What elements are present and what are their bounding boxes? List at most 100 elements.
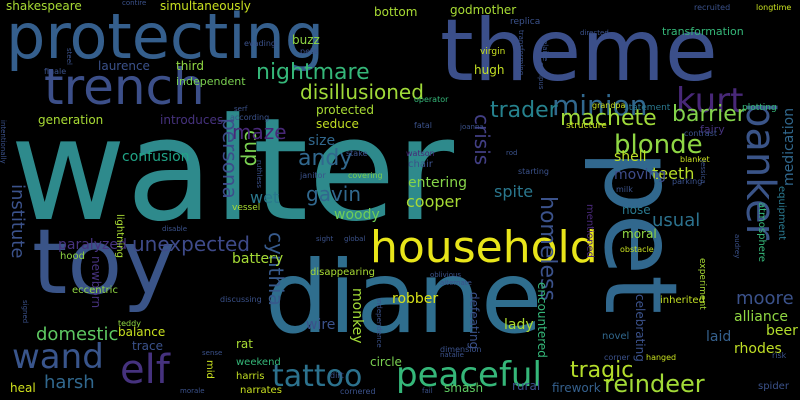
word-cornered: cornered [340,387,376,396]
word-atmosphere: atmosphere [756,202,767,262]
word-jessica: jessica [699,160,707,184]
word-walter: walter [10,88,455,253]
word-pete: pete [300,47,319,56]
word-alternate: alternate [440,279,472,287]
word-firework: firework [552,381,601,395]
word-mid: mid [204,360,215,379]
word-transformation: transformation [662,25,744,38]
word-rural: rural [512,379,541,393]
word-woody: woody [334,207,380,223]
word-institute: institute [7,184,28,259]
word-according: according [230,113,270,122]
word-ruthless: ruthless [255,160,263,189]
word-machete: machete [560,106,657,131]
word-fatal: fatal [414,121,432,130]
word-hanged: hanged [646,353,677,362]
word-transforming: transforming [517,30,525,76]
word-hood: hood [60,251,85,262]
word-equipment: equipment [776,186,787,241]
word-corner: corner [604,353,630,362]
word-defeating: defeating [467,292,481,350]
word-nose: nose [622,203,651,217]
word-lightning: lightning [114,214,125,258]
word-blanket: blanket [680,155,710,164]
word-heal: heal [10,381,36,395]
word-medication: medication [781,107,797,186]
word-watson: watson [406,149,435,158]
word-elf: elf [120,347,170,393]
word-lady: lady [504,317,534,333]
word-kurt: kurt [676,81,744,121]
word-structure: structure [566,121,607,131]
word-sense: sense [202,349,223,357]
word-seduce: seduce [316,117,359,131]
word-wet: wet [250,188,280,207]
word-elaine: elaine [541,40,549,62]
word-paralyzed: paralyzed [58,237,127,253]
word-tragic: tragic [570,358,634,383]
word-cooper: cooper [406,192,461,211]
word-encountered: encountered [535,282,549,358]
word-alliance: alliance [734,309,789,325]
word-teddy: teddy [118,319,141,328]
word-teeth: teeth [652,164,695,183]
word-entering: entering [408,175,467,191]
word-oblivious: oblivious [430,271,462,279]
word-laid: laid [706,329,732,345]
word-discussing: discussing [220,295,262,304]
word-finale: finale [44,67,67,76]
word-tattoo: tattoo [272,359,363,394]
word-parking: parking [672,177,703,186]
word-evading: evading [244,39,277,48]
word-theme: theme [440,1,718,101]
word-statement: statement [624,103,671,113]
word-operator: operator [414,95,449,104]
word-newborn: newborn [89,256,103,309]
word-global: global [344,235,366,243]
word-unexpected: unexpected [132,232,250,256]
word-protecting: protecting [6,0,325,73]
word-moore: moore [736,288,794,309]
word-peaceful: peaceful [396,355,542,395]
word-signed: signed [21,300,29,324]
word-andy: andy [298,146,353,171]
word-reindeer: reindeer [604,370,705,398]
word-blonde: blonde [614,130,703,160]
word-harris: harris [236,371,265,382]
word-natalie: natalie [440,351,464,359]
word-trench: trench [44,58,205,116]
word-grandpa: grandpa [592,101,626,110]
word-disable: disable [162,225,188,233]
word-generation: generation [38,113,104,127]
word-moral: moral [622,227,657,241]
word-circle: circle [370,355,402,369]
word-serf: serf [234,105,248,113]
word-godmother: godmother [450,3,517,17]
word-robber: robber [392,291,439,307]
word-usual: usual [652,210,701,231]
word-dimension: dimension [440,345,482,354]
word-weekend: weekend [236,357,281,368]
word-shakespeare: shakespeare [6,0,82,13]
word-protected: protected [316,103,375,117]
word-rat: rat [236,337,253,351]
word-dirt: dirt [330,371,344,380]
word-bottom: bottom [374,5,418,19]
word-chair: chair [408,159,433,170]
word-recruited: recruited [694,3,731,12]
word-spite: spite [494,182,534,201]
word-virgin: virgin [480,47,506,57]
word-disappearing: disappearing [310,267,376,278]
word-crisis: crisis [470,114,494,166]
word-intentionally: intentionally [0,120,7,164]
word-minion: minion [552,89,648,122]
word-stake: stake [346,149,368,158]
word-novel: novel [602,331,630,342]
word-contrast: contrast [684,129,717,138]
word-longtime: longtime [756,3,792,12]
word-janitor: janitor [300,171,326,180]
word-balance: balance [118,325,166,339]
word-monkey: monkey [349,288,365,344]
word-barrier: barrier [672,102,746,127]
